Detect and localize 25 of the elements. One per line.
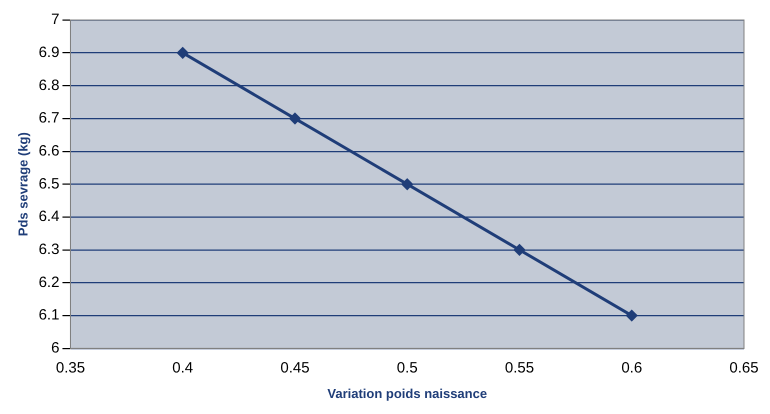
x-tick-label: 0.65: [729, 360, 759, 377]
y-axis-title: Pds sevrage (kg): [15, 132, 30, 236]
y-tick-label: 6: [51, 340, 60, 357]
point: [626, 310, 638, 322]
point: [402, 178, 413, 190]
y-tick-label: 6.3: [38, 241, 60, 258]
x-tick-label: 0.35: [56, 360, 86, 377]
x-tick-label: 0.4: [172, 360, 194, 377]
x-tick-label: 0.55: [504, 360, 534, 377]
y-tick-label: 6.8: [38, 76, 60, 94]
x-tick-label: 0.5: [396, 360, 418, 377]
y-tick-label: 6.6: [38, 142, 60, 160]
x-tick-label: 0.45: [280, 360, 310, 377]
y-tick-label: 6.7: [38, 110, 60, 127]
point: [177, 47, 188, 58]
x-tick-label: 0.6: [621, 360, 642, 377]
point: [289, 113, 300, 124]
y-tick-label: 6.2: [38, 274, 60, 291]
y-tick-label: 7: [51, 11, 60, 28]
x-axis-title: Variation poids naissance: [327, 386, 488, 401]
y-tick-label: 6.5: [38, 175, 60, 192]
point: [514, 244, 525, 256]
y-tick-label: 6.4: [38, 208, 60, 226]
y-tick-label: 6.1: [38, 306, 60, 324]
y-tick-label: 6.9: [38, 44, 60, 61]
